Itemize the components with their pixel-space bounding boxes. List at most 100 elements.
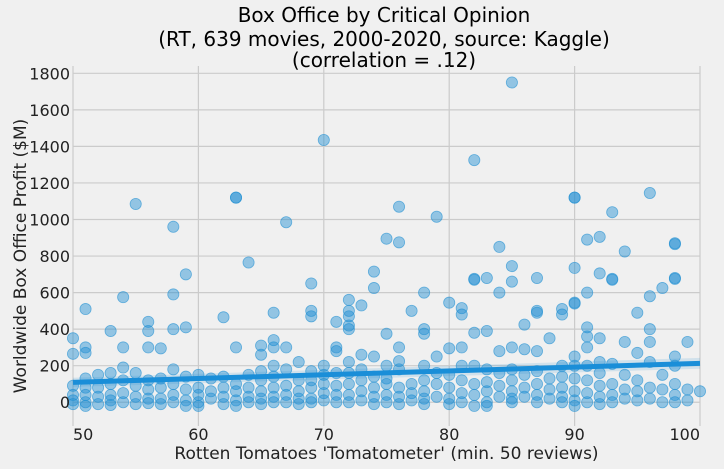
data-point bbox=[255, 348, 268, 361]
data-point bbox=[568, 297, 581, 310]
data-point bbox=[142, 383, 155, 396]
data-point bbox=[142, 341, 155, 354]
data-point bbox=[568, 191, 581, 204]
data-point bbox=[154, 398, 167, 411]
data-point bbox=[330, 345, 343, 358]
data-point bbox=[67, 347, 80, 360]
data-point bbox=[380, 359, 393, 372]
data-point bbox=[581, 233, 594, 246]
data-point bbox=[393, 398, 406, 411]
data-point bbox=[267, 396, 280, 409]
y-tick-label: 600 bbox=[39, 284, 70, 303]
data-point bbox=[317, 134, 330, 147]
data-point bbox=[179, 268, 192, 281]
data-point bbox=[668, 396, 681, 409]
data-point bbox=[480, 385, 493, 398]
regression-line-group bbox=[72, 360, 701, 385]
data-point bbox=[79, 303, 92, 316]
data-point bbox=[618, 245, 631, 258]
data-point bbox=[154, 381, 167, 394]
data-point bbox=[581, 387, 594, 400]
data-point bbox=[267, 359, 280, 372]
data-point bbox=[631, 394, 644, 407]
y-axis-label: Worldwide Box Office Profit ($M) bbox=[11, 119, 31, 394]
data-point bbox=[280, 341, 293, 354]
data-point bbox=[129, 367, 142, 380]
data-point bbox=[317, 359, 330, 372]
data-point bbox=[618, 392, 631, 405]
data-point bbox=[530, 345, 543, 358]
data-point bbox=[117, 387, 130, 400]
data-point bbox=[267, 341, 280, 354]
data-point bbox=[455, 341, 468, 354]
data-point bbox=[480, 396, 493, 409]
data-point bbox=[393, 200, 406, 213]
data-point bbox=[631, 374, 644, 387]
data-point bbox=[505, 76, 518, 89]
data-point bbox=[468, 399, 481, 412]
data-point bbox=[355, 394, 368, 407]
data-point bbox=[230, 385, 243, 398]
data-point bbox=[430, 210, 443, 223]
data-point bbox=[668, 377, 681, 390]
data-point bbox=[618, 368, 631, 381]
data-point bbox=[230, 399, 243, 412]
data-point bbox=[518, 318, 531, 331]
data-point bbox=[342, 323, 355, 336]
data-point bbox=[217, 381, 230, 394]
y-tick-label: 1600 bbox=[29, 101, 70, 120]
data-point bbox=[167, 323, 180, 336]
data-point bbox=[142, 392, 155, 405]
data-point bbox=[255, 339, 268, 352]
data-point bbox=[418, 323, 431, 336]
data-point bbox=[455, 396, 468, 409]
data-point bbox=[568, 372, 581, 385]
data-point bbox=[117, 291, 130, 304]
data-point bbox=[129, 398, 142, 411]
data-point bbox=[79, 396, 92, 409]
data-point bbox=[305, 310, 318, 323]
data-point bbox=[694, 385, 707, 398]
data-point bbox=[267, 306, 280, 319]
data-point bbox=[405, 304, 418, 317]
data-point bbox=[543, 332, 556, 345]
data-point bbox=[405, 394, 418, 407]
regression-line bbox=[72, 360, 701, 385]
data-point bbox=[606, 273, 619, 286]
data-point bbox=[217, 398, 230, 411]
data-point bbox=[280, 396, 293, 409]
data-point bbox=[455, 374, 468, 387]
data-point bbox=[242, 256, 255, 269]
data-point bbox=[480, 324, 493, 337]
data-point bbox=[568, 261, 581, 274]
data-point bbox=[443, 398, 456, 411]
chart-title-line-1: Box Office by Critical Opinion bbox=[238, 3, 531, 27]
chart-title: Box Office by Critical Opinion(RT, 639 m… bbox=[158, 3, 610, 72]
data-point bbox=[568, 350, 581, 363]
data-point bbox=[656, 368, 669, 381]
data-point bbox=[317, 377, 330, 390]
x-tick-label: 70 bbox=[314, 425, 334, 444]
x-tick-label: 90 bbox=[564, 425, 584, 444]
data-point bbox=[443, 381, 456, 394]
data-point bbox=[631, 385, 644, 398]
data-point bbox=[330, 379, 343, 392]
data-point bbox=[179, 383, 192, 396]
data-point bbox=[468, 154, 481, 167]
data-point bbox=[305, 277, 318, 290]
data-point bbox=[342, 377, 355, 390]
data-point bbox=[79, 346, 92, 359]
data-point bbox=[468, 326, 481, 339]
data-point bbox=[217, 311, 230, 324]
data-point bbox=[380, 327, 393, 340]
data-point bbox=[631, 346, 644, 359]
data-point bbox=[305, 381, 318, 394]
data-point bbox=[593, 230, 606, 243]
y-tick-label: 1200 bbox=[29, 174, 70, 193]
data-point bbox=[430, 350, 443, 363]
data-point bbox=[480, 271, 493, 284]
data-point bbox=[556, 308, 569, 321]
data-point bbox=[430, 390, 443, 403]
